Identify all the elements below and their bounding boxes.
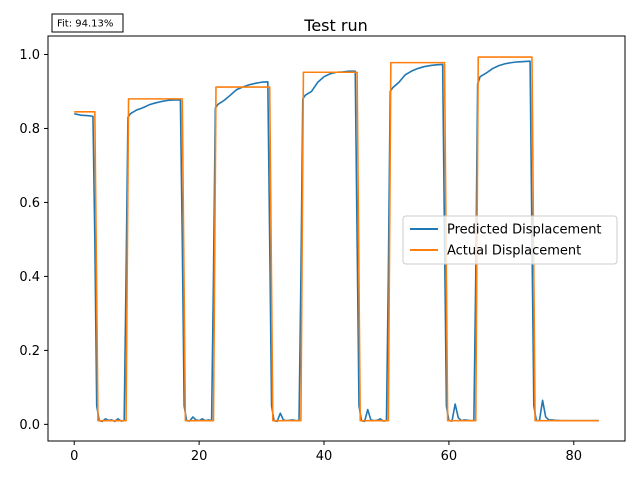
x-tick-label: 40: [316, 449, 333, 464]
legend: Predicted Displacement Actual Displaceme…: [402, 215, 618, 265]
x-tick-label: 80: [566, 449, 583, 464]
x-tick-label: 0: [70, 449, 78, 464]
annotation-text: Fit: 94.13%: [57, 19, 113, 30]
axes-frame: [47, 35, 626, 442]
y-tick-label: 0.8: [19, 122, 40, 137]
legend-label-actual: Actual Displacement: [447, 244, 581, 259]
x-tick-label: 60: [441, 449, 458, 464]
legend-label-predicted: Predicted Displacement: [447, 223, 602, 238]
x-tick-label: 20: [191, 449, 208, 464]
y-tick-label: 1.0: [19, 48, 40, 63]
series-line-predicted: [74, 60, 599, 423]
y-tick-label: 0.6: [19, 196, 40, 211]
plot-area: [74, 56, 599, 423]
chart-title: Test run: [303, 16, 367, 35]
y-axis: 0.0 0.2 0.4 0.6 0.8 1.0: [19, 48, 48, 433]
y-tick-label: 0.2: [19, 344, 40, 359]
y-tick-label: 0.4: [19, 270, 40, 285]
series-line-actual: [74, 56, 599, 422]
annotation-box: Fit: 94.13%: [51, 13, 124, 33]
x-axis: 0 20 40 60 80: [70, 441, 582, 464]
y-tick-label: 0.0: [19, 418, 40, 433]
